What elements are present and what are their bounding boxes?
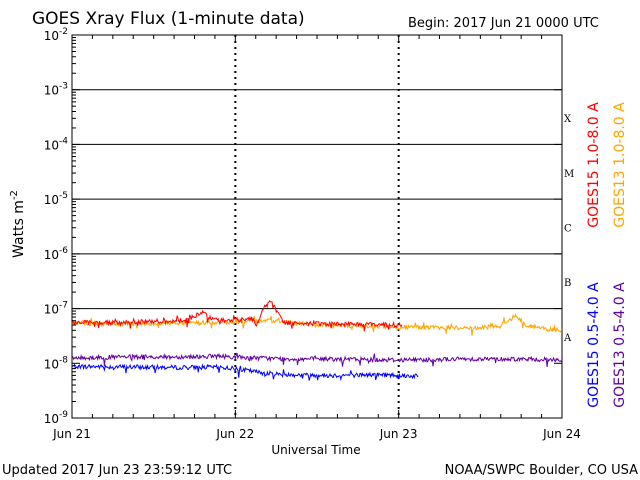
- y-tick-label: 10-6: [44, 246, 69, 262]
- flare-class-label: C: [564, 224, 572, 235]
- y-tick-label: 10-7: [44, 301, 68, 317]
- legend: GOES15 1.0-8.0 A GOES13 1.0-8.0 A GOES15 0…: [586, 102, 628, 408]
- flare-class-label: X: [564, 114, 572, 125]
- x-axis-title: Universal Time: [271, 443, 360, 457]
- flare-class-label: M: [564, 169, 574, 180]
- legend-entry: GOES15 0.5-4.0 A: [586, 282, 602, 408]
- svg-text:Watts m-2: Watts m-2: [9, 190, 27, 258]
- plot-frame: [71, 34, 563, 419]
- legend-entry: GOES15 1.0-8.0 A: [586, 102, 602, 228]
- y-tick-label: 10-2: [44, 27, 68, 43]
- x-tick-label: Jun 23: [379, 427, 418, 441]
- updated-timestamp: Updated 2017 Jun 23 23:59:12 UTC: [2, 463, 232, 478]
- series-line: [71, 352, 563, 368]
- x-tick-label: Jun 21: [52, 427, 91, 441]
- y-tick-label: 10-9: [44, 410, 69, 426]
- y-tick-label: 10-4: [44, 136, 69, 152]
- y-axis-title-exponent: -2: [9, 190, 20, 200]
- y-tick-label: 10-3: [44, 82, 68, 98]
- legend-entry: GOES13 0.5-4.0 A: [612, 282, 628, 408]
- y-axis-title-text: Watts m: [11, 200, 27, 258]
- begin-label: Begin: 2017 Jun 21 0000 UTC: [408, 16, 599, 31]
- y-axis: 10-2 10-3 10-4 10-5 10-6 10-7 10-8 10-9: [44, 27, 562, 426]
- series-line: [71, 363, 419, 382]
- series-layer: [71, 300, 563, 382]
- flare-class-label: B: [564, 278, 571, 289]
- y-tick-label: 10-8: [44, 355, 69, 371]
- x-tick-label: Jun 24: [542, 427, 581, 441]
- plot-area: 10-210-310-410-510-610-710-810-9 Jun 21 J…: [44, 27, 581, 441]
- legend-entry: GOES13 1.0-8.0 A: [612, 102, 628, 228]
- x-tick-label: Jun 22: [215, 427, 254, 441]
- y-axis-title: Watts m-2: [9, 190, 27, 258]
- y-tick-label: 10-5: [44, 191, 68, 207]
- flare-class-label: A: [563, 333, 572, 344]
- data-source: NOAA/SWPC Boulder, CO USA: [445, 463, 638, 478]
- series-line: [71, 312, 563, 336]
- flare-class-labels: X M C B A: [563, 114, 574, 344]
- grid: [72, 35, 562, 418]
- chart-title: GOES Xray Flux (1-minute data): [32, 9, 305, 29]
- x-axis: Jun 21 Jun 22 Jun 23 Jun 24: [52, 35, 581, 441]
- series-line: [71, 300, 403, 332]
